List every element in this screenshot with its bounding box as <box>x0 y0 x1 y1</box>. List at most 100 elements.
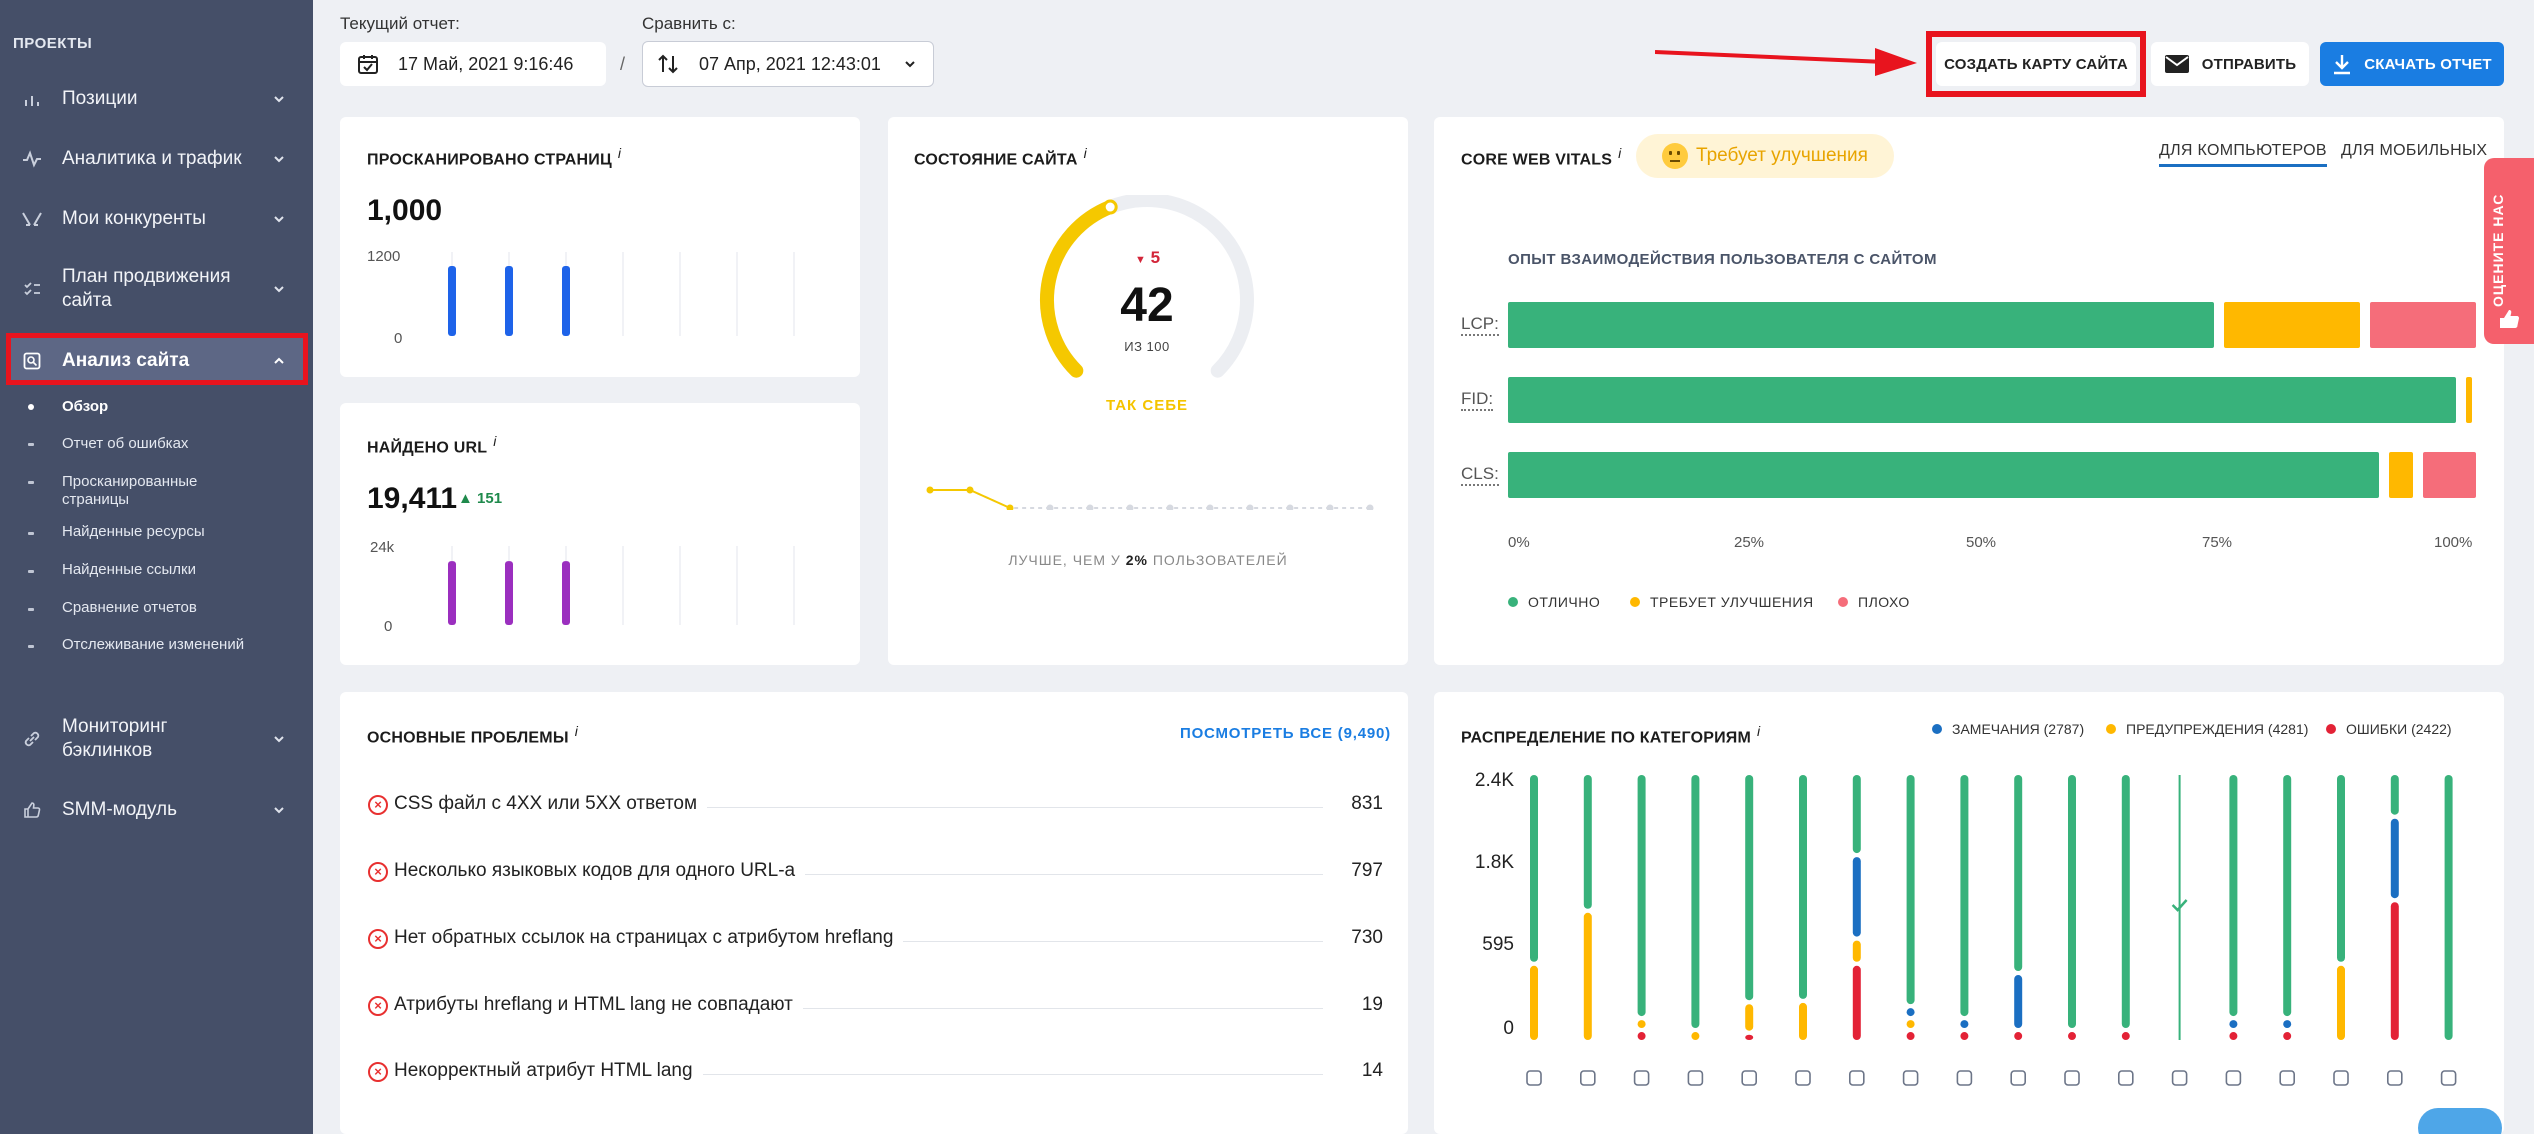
dot-icon <box>1932 724 1942 734</box>
subitem-overview[interactable]: Обзор <box>62 398 109 415</box>
problem-row[interactable]: × Несколько языковых кодов для одного UR… <box>368 856 1383 886</box>
icon-shape <box>1848 1070 1865 1086</box>
tab-mobile[interactable]: ДЛЯ МОБИЛЬНЫХ <box>2341 142 2488 159</box>
sidebar-item-analytics[interactable]: Аналитика и трафик <box>0 144 313 174</box>
dot-icon <box>1838 597 1848 607</box>
divider <box>394 807 1323 808</box>
icon-shape <box>2171 1070 2188 1086</box>
score-delta: ▼ 5 <box>1135 248 1161 267</box>
bar-segment <box>2014 975 2023 1029</box>
download-label: СКАЧАТЬ ОТЧЕТ <box>2364 55 2492 73</box>
bar-segment <box>1637 1020 1646 1029</box>
download-report-button[interactable]: СКАЧАТЬ ОТЧЕТ <box>2320 42 2504 86</box>
problem-count: 797 <box>1351 860 1383 881</box>
bar-segment <box>2229 775 2238 1017</box>
health-history-chart <box>926 486 1374 510</box>
problem-row[interactable]: × Атрибуты hreflang и HTML lang не совпа… <box>368 990 1383 1020</box>
problem-count: 14 <box>1361 1060 1383 1081</box>
thumbs-up-icon <box>2500 310 2520 328</box>
sidebar-item-label: SMM-модуль <box>62 799 178 820</box>
sidebar-item-backlinks[interactable]: Мониторинг бэклинков <box>0 714 313 764</box>
bar-segment <box>1530 775 1538 962</box>
history-point <box>966 486 974 494</box>
subitem-compare-reports[interactable]: Сравнение отчетов <box>62 599 197 616</box>
tab-desktop[interactable]: ДЛЯ КОМПЬЮТЕРОВ <box>2159 142 2327 167</box>
bar-segment <box>1583 912 1592 1040</box>
y-axis-label: 1.8K <box>1474 852 1514 873</box>
align-icon <box>1633 1070 1650 1086</box>
problem-row[interactable]: × Некорректный атрибут HTML lang 14 <box>368 1056 1383 1086</box>
icon-shape <box>2225 1070 2242 1086</box>
found-url-delta: ▲ 151 <box>458 490 503 507</box>
category-distribution-card <box>1434 692 2504 1134</box>
sidebar-item-promotion-plan[interactable]: План продвижения сайта <box>0 264 313 314</box>
y-axis-bottom: 0 <box>394 330 403 347</box>
bullet <box>28 443 34 446</box>
sidebar-item-smm[interactable]: SMM-модуль <box>0 795 313 825</box>
problem-row[interactable]: × CSS файл с 4XX или 5XX ответом 831 <box>368 789 1383 819</box>
compare-value: 07 Апр, 2021 12:43:01 <box>699 53 881 74</box>
history-point <box>1366 504 1374 510</box>
mail-icon <box>2164 55 2189 73</box>
bar-segment <box>1745 1004 1754 1031</box>
cube-icon <box>1526 1070 1542 1086</box>
bullet <box>28 608 34 611</box>
bullet <box>28 481 34 484</box>
view-all-link[interactable]: ПОСМОТРЕТЬ ВСЕ (9,490) <box>1180 725 1391 742</box>
rate-us-tab[interactable]: ОЦЕНИТЕ НАС <box>2484 158 2534 344</box>
compare-select[interactable]: 07 Апр, 2021 12:43:01 <box>642 41 934 87</box>
divider <box>394 1008 1323 1009</box>
problem-row[interactable]: × Нет обратных ссылок на страницах с атр… <box>368 923 1383 953</box>
cwv-row-label: LCP: <box>1461 314 1499 336</box>
legend-needs-improvement: ТРЕБУЕТ УЛУЧШЕНИЯ <box>1630 594 1814 610</box>
chevron-down-icon <box>274 96 284 103</box>
tick-label: 25% <box>1734 534 1765 551</box>
subitem-found-resources[interactable]: Найденные ресурсы <box>62 523 205 540</box>
bar-segment <box>1799 775 1807 999</box>
subitem-change-tracking[interactable]: Отслеживание изменений <box>62 636 245 653</box>
subitem-error-report[interactable]: Отчет об ошибках <box>62 435 189 452</box>
mobile-icon <box>1795 1070 1811 1086</box>
icon-shape <box>1580 1070 1596 1086</box>
subitem-scanned-pages[interactable]: Просканированные страницы <box>62 473 198 508</box>
bar-segment <box>1960 1032 1969 1040</box>
create-sitemap-button[interactable]: СОЗДАТЬ КАРТУ САЙТА <box>1936 42 2136 86</box>
sidebar-item-positions[interactable]: Позиции <box>0 84 313 114</box>
chat-widget-button[interactable] <box>2418 1108 2502 1134</box>
check-icon <box>2171 899 2188 912</box>
current-report-date[interactable]: 17 Май, 2021 9:16:46 <box>340 42 606 86</box>
gauge-knob <box>1102 199 1118 215</box>
card-title: НАЙДЕНО URL i <box>367 433 497 457</box>
bar <box>505 561 513 625</box>
active-dot <box>28 404 34 410</box>
cwv-segment-poor <box>2369 302 2476 348</box>
bar-segment <box>1960 775 1969 1017</box>
image-icon <box>1741 1070 1757 1086</box>
history-point <box>1206 504 1214 510</box>
icon-shape <box>1795 1070 1811 1086</box>
bar-segment <box>1852 940 1861 962</box>
bar-segment <box>1906 1020 1915 1029</box>
annotation-arrow <box>1655 48 1917 76</box>
icon-shape <box>1902 1070 1919 1086</box>
bar-segment <box>1906 1032 1915 1040</box>
sidebar-item-competitors[interactable]: Мои конкуренты <box>0 204 313 234</box>
calendar-icon <box>358 55 378 74</box>
sidebar-item-label: Анализ сайта <box>62 350 190 371</box>
sidebar-item-site-audit[interactable]: Анализ сайта <box>0 346 313 376</box>
icon-shape <box>2440 1070 2457 1086</box>
bar <box>562 561 570 625</box>
separator: / <box>620 54 626 74</box>
bar <box>505 266 513 336</box>
chevron-down-icon <box>274 736 284 743</box>
legend-warnings: ПРЕДУПРЕЖДЕНИЯ (4281) <box>2106 721 2308 737</box>
send-button[interactable]: ОТПРАВИТЬ <box>2151 42 2309 86</box>
document-icon <box>1902 1070 1919 1086</box>
down-triangle-icon: ▼ <box>1135 254 1146 266</box>
sidebar-item-label: Мои конкуренты <box>62 208 206 229</box>
health-score: 42 <box>1120 279 1174 332</box>
active-item-highlight <box>6 333 308 385</box>
thinking-face-icon <box>1662 143 1689 169</box>
subitem-found-links[interactable]: Найденные ссылки <box>62 561 196 578</box>
error-circle-icon: × <box>368 862 388 882</box>
